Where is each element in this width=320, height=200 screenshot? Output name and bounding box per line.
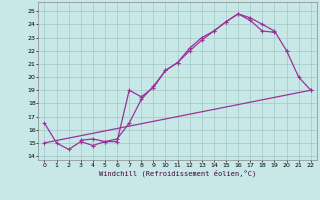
X-axis label: Windchill (Refroidissement éolien,°C): Windchill (Refroidissement éolien,°C) (99, 169, 256, 177)
